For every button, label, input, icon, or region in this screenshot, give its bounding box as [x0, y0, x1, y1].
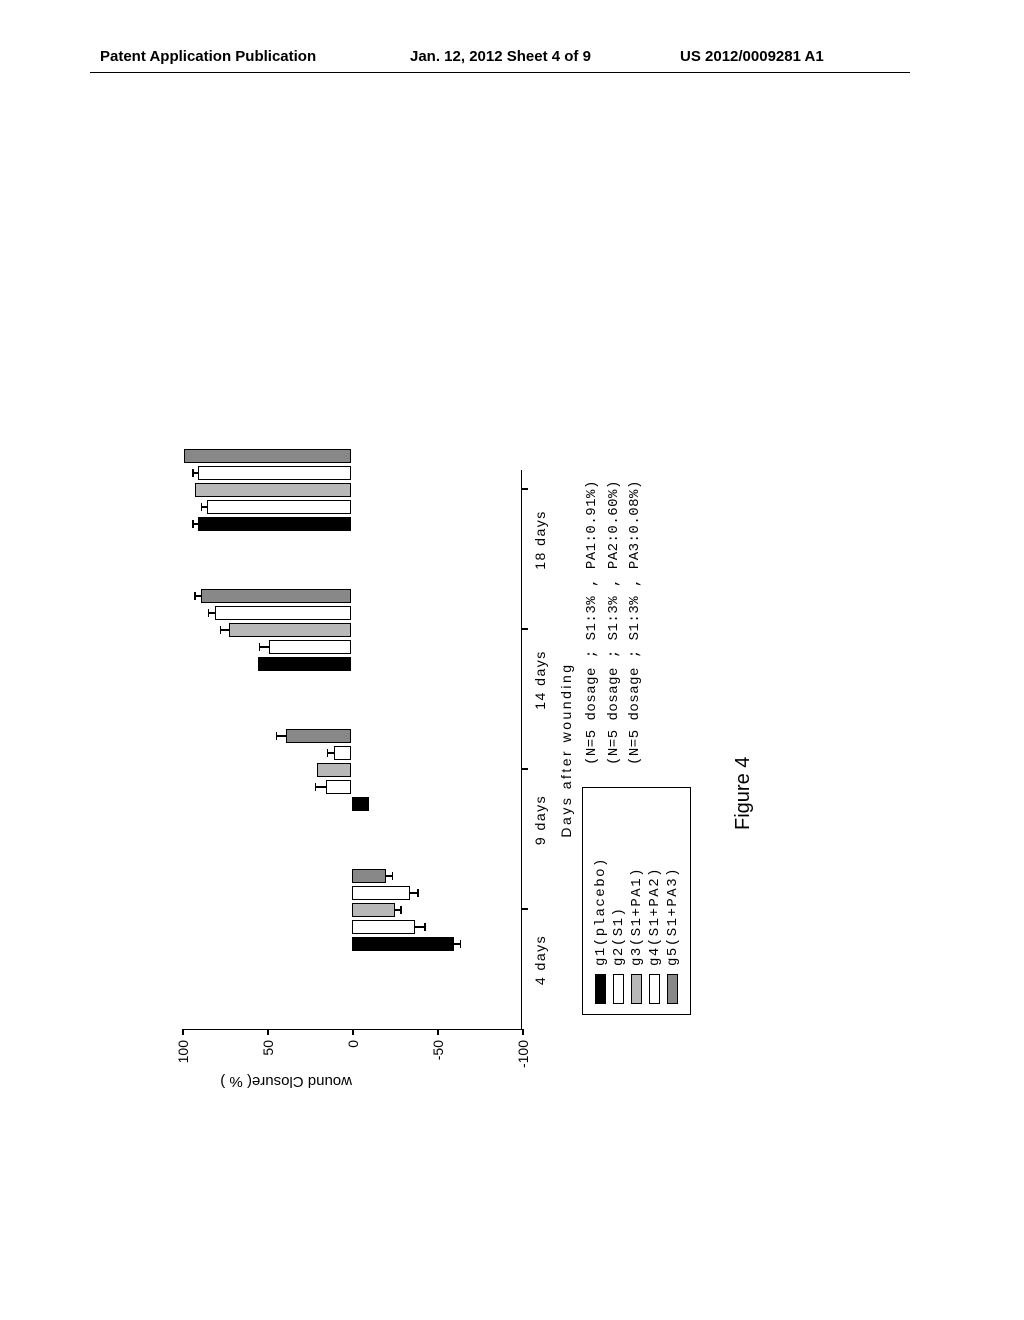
- x-category: 4 days: [532, 910, 548, 1010]
- legend-item: g2(S1): [610, 800, 627, 1004]
- error-cap: [220, 626, 222, 634]
- bar: [215, 606, 351, 620]
- legend-item: g4(S1+PA2): [646, 800, 663, 1004]
- legend-item: g5(S1+PA3): [664, 800, 681, 1004]
- dosage-line: (N=5 dosage ; S1:3% , PA1:0.91%): [582, 480, 604, 765]
- legend-swatch: [613, 974, 624, 1004]
- dosage-notes: (N=5 dosage ; S1:3% , PA1:0.91%) (N=5 do…: [582, 480, 647, 765]
- legend-swatch: [667, 974, 678, 1004]
- error-bar: [315, 786, 325, 788]
- bar: [334, 746, 351, 760]
- header-right: US 2012/0009281 A1: [680, 48, 824, 65]
- error-cap: [417, 889, 419, 897]
- y-axis-title: wound Closure( % ): [220, 1073, 352, 1090]
- ytick: [522, 1029, 524, 1035]
- error-cap: [460, 940, 462, 948]
- header-center: Jan. 12, 2012 Sheet 4 of 9: [410, 48, 591, 65]
- error-cap: [424, 923, 426, 931]
- error-bar: [259, 646, 269, 648]
- dosage-line: (N=5 dosage ; S1:3% , PA2:0.60%): [604, 480, 626, 765]
- error-cap: [201, 503, 203, 511]
- error-bar: [327, 752, 334, 754]
- error-cap: [315, 783, 317, 791]
- legend-swatch: [631, 974, 642, 1004]
- bar: [352, 869, 386, 883]
- error-bar: [208, 612, 215, 614]
- bar: [352, 937, 454, 951]
- ytick: [182, 1029, 184, 1035]
- bar: [286, 729, 351, 743]
- xtick: [522, 909, 528, 911]
- error-cap: [208, 609, 210, 617]
- bar: [207, 500, 352, 514]
- error-cap: [259, 643, 261, 651]
- bar: [198, 517, 351, 531]
- legend-item: g1(placebo): [592, 800, 609, 1004]
- ytick: [437, 1029, 439, 1035]
- xtick: [522, 769, 528, 771]
- bar: [326, 780, 352, 794]
- ytick-label: -100: [515, 1040, 531, 1080]
- bar: [198, 466, 351, 480]
- xtick: [522, 629, 528, 631]
- ytick: [352, 1029, 354, 1035]
- bar: [258, 657, 352, 671]
- legend-label: g3(S1+PA1): [629, 867, 645, 966]
- legend-item: g3(S1+PA1): [628, 800, 645, 1004]
- bar: [352, 886, 410, 900]
- wound-closure-chart: wound Closure( % ) 100 50 0 -50 -100 4 d…: [182, 460, 562, 1080]
- figure-caption: Figure 4: [732, 757, 755, 830]
- ytick-label: 50: [260, 1040, 276, 1080]
- figure-frame: wound Closure( % ) 100 50 0 -50 -100 4 d…: [82, 120, 918, 1220]
- error-cap: [192, 469, 194, 477]
- error-cap: [400, 906, 402, 914]
- error-cap: [276, 732, 278, 740]
- error-cap: [392, 872, 394, 880]
- legend-swatch: [649, 974, 660, 1004]
- bar: [229, 623, 351, 637]
- bar: [201, 589, 351, 603]
- bar: [269, 640, 351, 654]
- legend-label: g2(S1): [611, 907, 627, 966]
- header-rule: [90, 72, 910, 73]
- bar: [352, 903, 395, 917]
- ytick-label: -50: [430, 1040, 446, 1080]
- legend-swatch: [595, 974, 606, 1004]
- error-cap: [194, 592, 196, 600]
- error-bar: [276, 735, 286, 737]
- dosage-line: (N=5 dosage ; S1:3% , PA3:0.08%): [625, 480, 647, 765]
- error-cap: [327, 749, 329, 757]
- x-category: 18 days: [532, 490, 548, 590]
- error-bar: [220, 629, 229, 631]
- plot-area: [182, 470, 522, 1030]
- bar: [352, 797, 369, 811]
- ytick-label: 100: [175, 1040, 191, 1080]
- xtick: [522, 489, 528, 491]
- legend: g1(placebo) g2(S1) g3(S1+PA1) g4(S1+PA2)…: [582, 787, 691, 1015]
- x-axis-title: Days after wounding: [558, 470, 574, 1030]
- x-category: 9 days: [532, 770, 548, 870]
- legend-label: g1(placebo): [593, 857, 609, 966]
- error-bar: [195, 595, 202, 597]
- bar: [184, 449, 351, 463]
- x-category: 14 days: [532, 630, 548, 730]
- legend-label: g5(S1+PA3): [665, 867, 681, 966]
- legend-label: g4(S1+PA2): [647, 867, 663, 966]
- bar: [352, 920, 415, 934]
- bar: [317, 763, 351, 777]
- rotated-figure: wound Closure( % ) 100 50 0 -50 -100 4 d…: [162, 260, 862, 1160]
- ytick-label: 0: [345, 1040, 361, 1080]
- ytick: [267, 1029, 269, 1035]
- bar: [195, 483, 351, 497]
- header-left: Patent Application Publication: [100, 48, 316, 65]
- error-cap: [192, 520, 194, 528]
